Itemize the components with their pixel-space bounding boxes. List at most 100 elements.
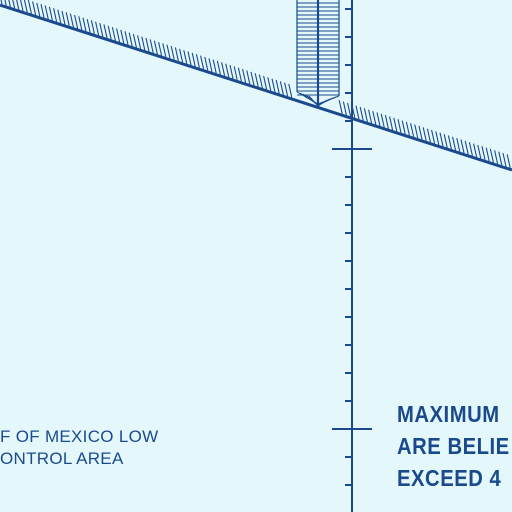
- hatch-mark: [246, 70, 251, 85]
- hatch-mark: [61, 10, 66, 25]
- hatch-mark: [191, 52, 196, 67]
- hatch-mark: [275, 79, 280, 94]
- hatch-mark: [401, 120, 406, 135]
- hatch-mark: [69, 13, 74, 28]
- hatch-mark: [233, 66, 238, 81]
- hatch-mark: [431, 129, 436, 144]
- notice-line-1: MAXIMUM: [397, 401, 500, 427]
- hatch-mark: [128, 32, 133, 47]
- hatch-mark: [405, 121, 410, 136]
- hatch-mark: [464, 140, 469, 155]
- hatch-mark: [494, 150, 499, 164]
- hatch-mark: [452, 136, 457, 151]
- hatch-mark: [372, 110, 377, 125]
- hatch-mark: [74, 14, 79, 29]
- hatch-mark: [145, 37, 150, 52]
- hatch-mark: [16, 0, 20, 10]
- hatch-mark: [216, 60, 221, 75]
- hatch-mark: [141, 36, 146, 51]
- hatch-mark: [225, 63, 230, 78]
- hatch-mark: [254, 73, 259, 87]
- hatch-mark: [279, 81, 284, 95]
- hatch-mark: [158, 41, 163, 56]
- hatch-mark: [435, 131, 440, 146]
- boundary-line: [0, 3, 512, 172]
- hatch-mark: [263, 75, 268, 90]
- hatch-mark: [212, 59, 217, 74]
- notice-line-2: ARE BELIE: [397, 433, 510, 459]
- hatch-mark: [187, 51, 192, 66]
- hatch-mark: [347, 102, 352, 117]
- hatch-mark: [132, 33, 137, 48]
- hatch-mark: [502, 152, 507, 167]
- hatch-mark: [208, 58, 213, 72]
- hatch-mark: [153, 40, 158, 55]
- hatch-mark: [204, 56, 209, 71]
- hatch-mark: [359, 106, 364, 121]
- hatch-mark: [95, 21, 100, 36]
- hatch-mark: [120, 29, 125, 44]
- hatch-mark: [8, 0, 11, 7]
- hatch-mark: [166, 44, 171, 59]
- hatch-mark: [4, 0, 7, 6]
- hatch-mark: [389, 116, 394, 131]
- hatch-mark: [447, 135, 452, 150]
- hatch-mark: [355, 105, 360, 120]
- hatch-mark: [418, 125, 423, 140]
- hatch-mark: [456, 138, 461, 152]
- corridor-feature: [296, 0, 340, 108]
- hatch-mark: [237, 67, 242, 82]
- hatch-mark: [221, 62, 226, 77]
- hatch-mark: [36, 2, 41, 17]
- hatch-mark: [489, 148, 494, 163]
- hatch-mark: [44, 5, 49, 20]
- hatch-mark: [363, 108, 368, 123]
- hatch-mark: [86, 18, 91, 33]
- hatch-mark: [393, 117, 398, 132]
- hatch-mark: [250, 71, 255, 86]
- hatch-mark: [12, 0, 16, 9]
- hatch-mark: [162, 43, 167, 58]
- hatch-mark: [124, 31, 129, 45]
- hatch-mark: [439, 132, 444, 147]
- hatch-mark: [53, 8, 58, 22]
- notice-line-3: EXCEED 4: [397, 465, 502, 491]
- hatch-mark: [20, 0, 24, 12]
- hatch-mark: [40, 4, 45, 18]
- hatch-mark: [443, 133, 448, 148]
- hatch-mark: [410, 123, 415, 137]
- hatch-mark: [271, 78, 276, 93]
- hatch-mark: [477, 144, 482, 159]
- hatch-mark: [242, 69, 247, 83]
- meridian-scale: [332, 0, 372, 512]
- hatch-mark: [338, 100, 343, 114]
- hatch-mark: [468, 142, 473, 156]
- hatch-mark: [288, 83, 293, 98]
- hatch-mark: [170, 46, 175, 60]
- hatch-mark: [426, 128, 431, 143]
- hatch-mark: [195, 54, 200, 68]
- hatch-mark: [0, 0, 3, 5]
- hatch-mark: [99, 23, 104, 37]
- hatch-mark: [473, 143, 478, 158]
- hatch-mark: [506, 154, 511, 169]
- hatch-mark: [384, 115, 389, 129]
- area-label-line-1: F OF MEXICO LOW: [0, 427, 159, 446]
- hatch-mark: [149, 39, 154, 53]
- hatch-mark: [342, 101, 347, 116]
- hatch-mark: [284, 82, 289, 97]
- hatch-mark: [258, 74, 263, 89]
- hatch-mark: [498, 151, 503, 166]
- hatch-mark: [82, 17, 87, 32]
- altitude-notice: MAXIMUM ARE BELIE EXCEED 4: [397, 398, 510, 494]
- hatch-mark: [116, 28, 121, 43]
- hatch-mark: [229, 64, 234, 79]
- hatch-mark: [27, 0, 32, 14]
- hatch-mark: [414, 124, 419, 139]
- hatch-mark: [485, 147, 490, 162]
- hatch-mark: [65, 12, 70, 26]
- hatch-mark: [174, 47, 179, 62]
- hatch-mark: [481, 146, 486, 160]
- hatch-mark: [137, 35, 142, 49]
